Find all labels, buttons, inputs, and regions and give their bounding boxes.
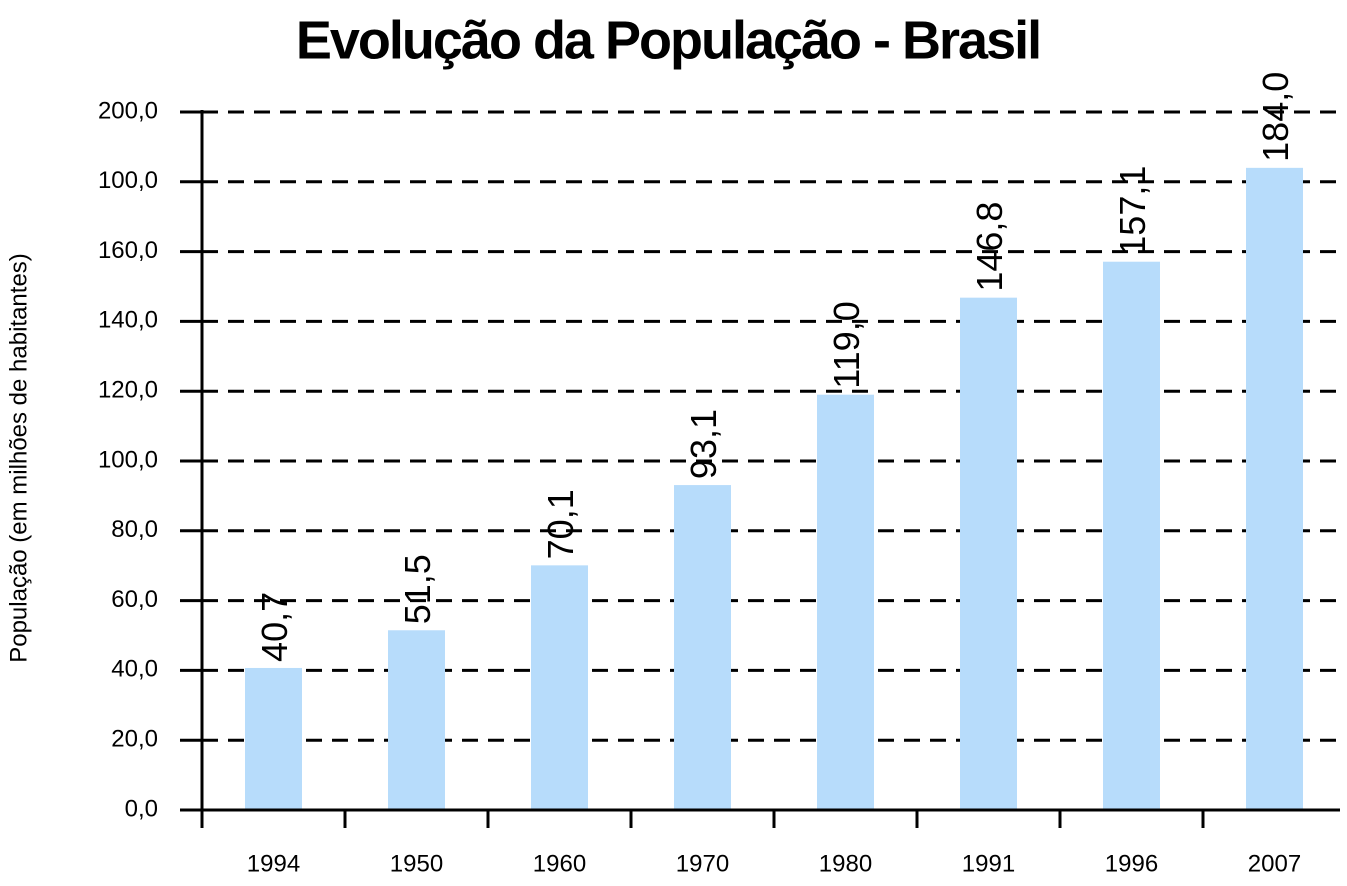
x-tick-label: 1960 (533, 850, 586, 877)
y-tick-label: 20,0 (111, 726, 158, 753)
y-axis-label: População (em milhões de habitantes) (5, 253, 32, 663)
bar (1246, 167, 1303, 811)
value-label: 146,8 (969, 202, 1010, 292)
x-tick-label: 1991 (962, 850, 1015, 877)
y-tick-label: 0,0 (125, 795, 158, 822)
value-label: 70,1 (540, 489, 581, 559)
bar (960, 297, 1017, 811)
bar (531, 565, 588, 810)
bar (388, 630, 445, 810)
x-tick-label: 1950 (390, 850, 443, 877)
bar (817, 394, 874, 810)
y-tick-label: 80,0 (111, 516, 158, 543)
value-label: 93,1 (683, 409, 724, 479)
x-tick-label: 2007 (1248, 850, 1301, 877)
value-label: 40,7 (254, 592, 295, 662)
bar (245, 667, 302, 810)
bar (674, 485, 731, 810)
y-tick-label: 60,0 (111, 586, 158, 613)
y-tick-label: 100,0 (98, 167, 158, 194)
value-label: 51,5 (397, 554, 438, 624)
y-tick-label: 100,0 (98, 446, 158, 473)
y-tick-label: 120,0 (98, 377, 158, 404)
chart-title: Evolução da População - Brasil (296, 10, 1040, 70)
value-label: 119,0 (826, 301, 867, 388)
bar (1103, 261, 1160, 810)
x-tick-label: 1996 (1105, 850, 1158, 877)
value-label: 184,0 (1255, 72, 1296, 162)
y-tick-label: 40,0 (111, 656, 158, 683)
y-tick-label: 160,0 (98, 237, 158, 264)
y-tick-label: 140,0 (98, 307, 158, 334)
value-label: 157,1 (1112, 166, 1153, 256)
x-tick-label: 1994 (247, 850, 300, 877)
y-tick-label: 200,0 (98, 97, 158, 124)
x-tick-label: 1970 (676, 850, 729, 877)
x-tick-label: 1980 (819, 850, 872, 877)
